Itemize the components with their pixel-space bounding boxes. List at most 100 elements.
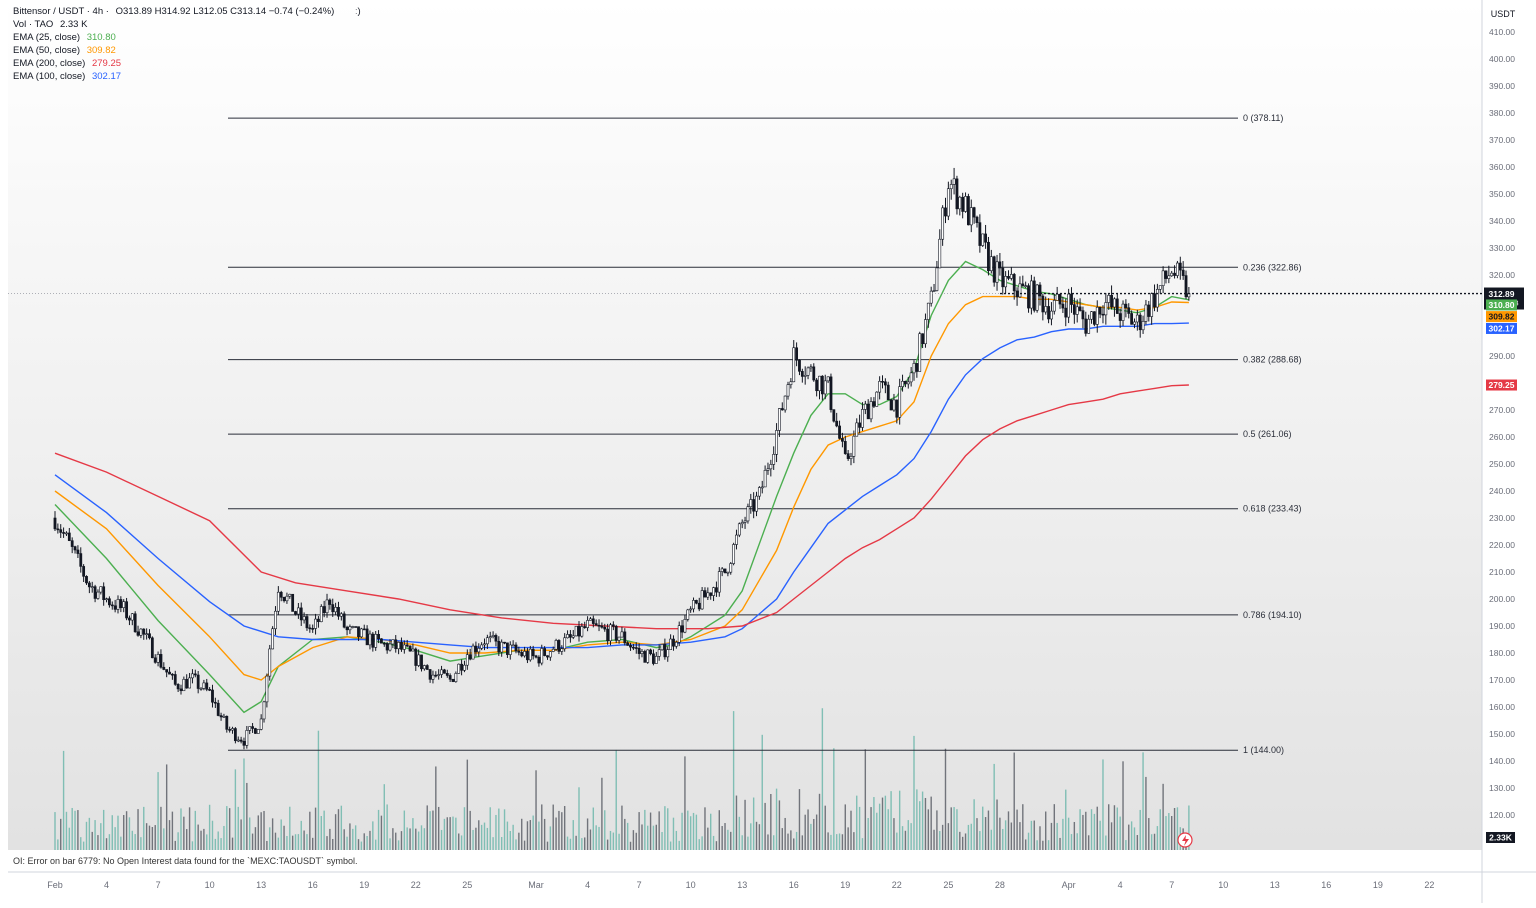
candle-body[interactable]	[866, 403, 870, 420]
candle-body[interactable]	[222, 715, 226, 718]
candle-body[interactable]	[1050, 310, 1053, 320]
candle-body[interactable]	[1032, 280, 1036, 311]
candle-body[interactable]	[812, 366, 816, 381]
candle-body[interactable]	[110, 604, 114, 607]
candle-body[interactable]	[978, 222, 982, 246]
candle-body[interactable]	[314, 618, 317, 629]
candle-body[interactable]	[159, 654, 163, 668]
candle-body[interactable]	[305, 616, 309, 629]
candle-body[interactable]	[345, 626, 349, 631]
candle-body[interactable]	[87, 582, 91, 588]
candle-body[interactable]	[591, 618, 595, 624]
candle-body[interactable]	[291, 593, 295, 612]
volume-legend-row[interactable]: Vol · TAO 2.33 K	[13, 18, 361, 31]
candle-body[interactable]	[113, 605, 117, 610]
candle-body[interactable]	[677, 625, 681, 643]
candle-body[interactable]	[1170, 272, 1174, 277]
candle-body[interactable]	[631, 646, 635, 649]
candle-body[interactable]	[497, 640, 501, 653]
candle-body[interactable]	[737, 523, 741, 536]
candle-body[interactable]	[1064, 307, 1068, 318]
candle-body[interactable]	[231, 728, 234, 731]
candle-body[interactable]	[823, 380, 827, 395]
candle-body[interactable]	[268, 648, 272, 677]
candle-body[interactable]	[760, 486, 764, 489]
candle-body[interactable]	[337, 606, 340, 617]
candle-body[interactable]	[815, 379, 819, 392]
candle-body[interactable]	[417, 654, 421, 666]
candle-body[interactable]	[526, 651, 529, 661]
candle-body[interactable]	[170, 673, 174, 676]
candle-body[interactable]	[279, 591, 283, 598]
candle-body[interactable]	[365, 628, 369, 646]
candle-body[interactable]	[448, 675, 452, 680]
candle-body[interactable]	[548, 651, 552, 658]
candle-body[interactable]	[119, 599, 123, 608]
candle-body[interactable]	[531, 648, 535, 657]
candle-body[interactable]	[102, 586, 106, 601]
candle-body[interactable]	[652, 653, 655, 664]
candle-body[interactable]	[818, 375, 821, 392]
candle-body[interactable]	[689, 608, 693, 611]
candle-body[interactable]	[251, 726, 254, 729]
candle-body[interactable]	[863, 403, 867, 410]
candle-body[interactable]	[506, 642, 509, 655]
candle-body[interactable]	[1098, 306, 1102, 315]
candle-body[interactable]	[311, 628, 315, 630]
candle-body[interactable]	[594, 623, 598, 626]
candle-body[interactable]	[299, 607, 303, 621]
candle-body[interactable]	[1072, 304, 1076, 315]
candle-body[interactable]	[463, 664, 466, 671]
candle-body[interactable]	[672, 638, 675, 647]
ema25-legend-row[interactable]: EMA (25, close) 310.80	[13, 31, 361, 44]
candle-body[interactable]	[219, 715, 223, 718]
candle-body[interactable]	[749, 499, 753, 507]
candle-body[interactable]	[357, 626, 360, 638]
candle-body[interactable]	[617, 636, 621, 641]
candle-body[interactable]	[729, 563, 733, 573]
candle-body[interactable]	[795, 347, 799, 361]
candle-body[interactable]	[755, 495, 758, 512]
candle-body[interactable]	[952, 178, 956, 185]
candle-body[interactable]	[93, 586, 97, 599]
candle-body[interactable]	[139, 628, 143, 636]
candle-body[interactable]	[889, 399, 893, 411]
candle-body[interactable]	[938, 238, 942, 269]
candle-body[interactable]	[520, 652, 524, 657]
candle-body[interactable]	[1153, 293, 1156, 308]
candle-body[interactable]	[540, 648, 544, 664]
candle-body[interactable]	[443, 669, 446, 674]
candle-body[interactable]	[1035, 284, 1039, 311]
candle-body[interactable]	[901, 380, 904, 387]
candle-body[interactable]	[150, 637, 154, 659]
candle-body[interactable]	[989, 256, 993, 272]
candle-body[interactable]	[56, 528, 60, 531]
candle-body[interactable]	[308, 627, 312, 630]
candle-body[interactable]	[712, 587, 715, 596]
candle-body[interactable]	[686, 609, 690, 620]
candle-body[interactable]	[294, 611, 297, 615]
candle-body[interactable]	[428, 669, 432, 680]
candle-body[interactable]	[1158, 285, 1162, 290]
candle-body[interactable]	[517, 650, 521, 653]
candle-body[interactable]	[185, 678, 189, 689]
candle-body[interactable]	[468, 654, 472, 660]
candle-body[interactable]	[1101, 313, 1105, 316]
candle-body[interactable]	[351, 626, 355, 628]
candle-body[interactable]	[1107, 295, 1111, 303]
candle-body[interactable]	[775, 430, 778, 455]
candle-body[interactable]	[780, 408, 784, 411]
candle-body[interactable]	[451, 678, 455, 682]
candle-body[interactable]	[408, 645, 412, 652]
candle-body[interactable]	[397, 642, 401, 650]
price-axis[interactable]: USDT 410.00 400.00 390.00 380.00 370.00 360.00…	[1489, 9, 1516, 820]
candle-body[interactable]	[1058, 293, 1062, 305]
candle-body[interactable]	[809, 366, 813, 369]
candle-body[interactable]	[359, 628, 363, 638]
candle-body[interactable]	[79, 553, 83, 567]
candle-body[interactable]	[975, 216, 979, 223]
candle-body[interactable]	[1087, 318, 1091, 334]
candle-body[interactable]	[483, 643, 486, 646]
candle-body[interactable]	[165, 669, 169, 673]
